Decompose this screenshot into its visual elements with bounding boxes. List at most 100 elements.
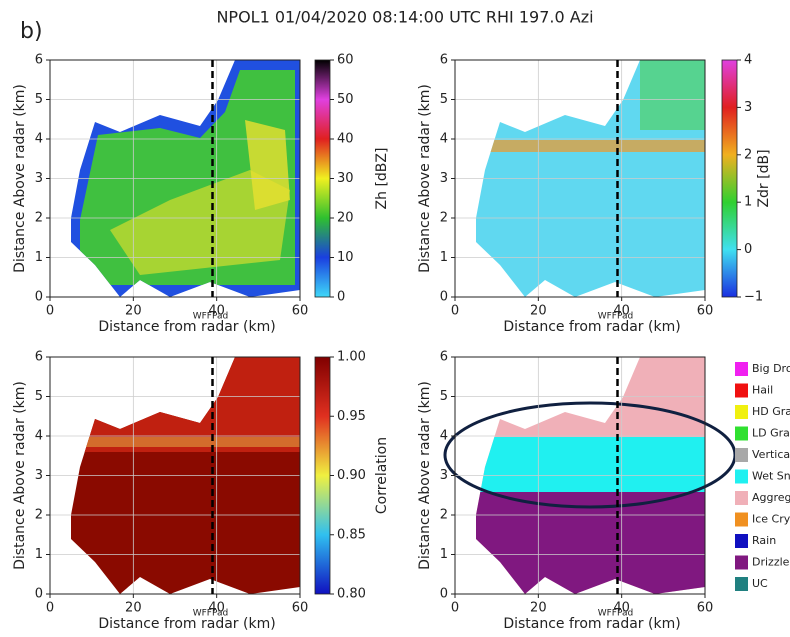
y-tick-label: 2 <box>440 508 448 523</box>
x-axis-label: Distance from radar (km) <box>503 616 680 632</box>
legend-label: Ice Crys <box>752 513 790 526</box>
y-tick-label: 6 <box>440 53 448 68</box>
colorbar-tick-label: 0 <box>337 290 345 305</box>
y-tick-label: 4 <box>35 429 43 444</box>
colorbar-tick-label: 0 <box>744 242 752 257</box>
x-tick-label: 40 <box>208 304 225 319</box>
colorbar-tick-label: −1 <box>744 290 763 305</box>
colorbar-tick-label: 50 <box>337 92 354 107</box>
y-tick-label: 0 <box>35 290 43 305</box>
legend-label: HD Grau <box>752 405 790 418</box>
x-tick-label: 0 <box>46 304 54 319</box>
y-tick-label: 1 <box>440 547 448 562</box>
y-tick-label: 0 <box>35 587 43 602</box>
x-tick-label: 20 <box>125 601 142 616</box>
legend-swatch <box>735 362 748 376</box>
legend-label: Aggrega <box>752 491 790 504</box>
legend-swatch <box>735 448 748 462</box>
x-tick-label: 0 <box>451 304 459 319</box>
plot-frame <box>49 356 301 595</box>
legend-swatch <box>735 383 748 398</box>
y-tick-label: 3 <box>440 171 448 186</box>
colorbar-tick-label: 0.95 <box>337 409 366 424</box>
annotation: WFFPad <box>598 609 634 619</box>
legend-label: LD Grau <box>752 427 790 440</box>
x-tick-label: 0 <box>451 601 459 616</box>
legend-label: Drizzle <box>752 556 790 569</box>
legend-label: Big Drop <box>752 362 790 375</box>
legend-swatch <box>735 534 748 548</box>
y-tick-label: 3 <box>35 171 43 186</box>
colorbar-label: Zdr [dB] <box>756 149 772 207</box>
legend-swatch <box>735 491 748 505</box>
annotation: WFFPad <box>598 312 634 322</box>
x-tick-label: 20 <box>530 601 547 616</box>
y-axis-label: Distance Above radar (km) <box>417 381 433 570</box>
colorbar-tick-label: 0.90 <box>337 468 366 483</box>
colorbar-label: Zh [dBZ] <box>374 148 390 210</box>
colorbar-tick-label: 4 <box>744 53 752 68</box>
y-axis-label: Distance Above radar (km) <box>12 381 28 570</box>
x-tick-label: 20 <box>530 304 547 319</box>
x-tick-label: 20 <box>125 304 142 319</box>
y-tick-label: 6 <box>35 53 43 68</box>
x-tick-label: 0 <box>46 601 54 616</box>
colorbar-tick-label: 0.85 <box>337 527 366 542</box>
y-tick-label: 4 <box>440 429 448 444</box>
y-tick-label: 1 <box>35 250 43 265</box>
annotation: WFFPad <box>193 312 229 322</box>
x-tick-label: 40 <box>208 601 225 616</box>
y-tick-label: 3 <box>35 468 43 483</box>
colorbar-tick-label: 2 <box>744 147 752 162</box>
plot-frame <box>454 356 706 595</box>
legend-swatch <box>735 512 748 527</box>
legend-swatch <box>735 555 748 570</box>
legend-label: Rain <box>752 534 776 547</box>
y-tick-label: 1 <box>440 250 448 265</box>
legend-label: UC <box>752 577 768 590</box>
colorbar-tick-label: 3 <box>744 100 752 115</box>
y-tick-label: 5 <box>440 92 448 107</box>
colorbar-label: Correlation <box>374 437 390 514</box>
x-axis-label: Distance from radar (km) <box>98 616 275 632</box>
y-tick-label: 0 <box>440 587 448 602</box>
legend-label: Vertical <box>752 448 790 461</box>
legend-swatch <box>735 469 748 484</box>
y-tick-label: 0 <box>440 290 448 305</box>
colorbar <box>721 59 738 298</box>
x-tick-label: 60 <box>697 304 714 319</box>
legend-label: Wet Sno <box>752 470 790 483</box>
colorbar-tick-label: 10 <box>337 250 354 265</box>
y-tick-label: 5 <box>440 389 448 404</box>
plot-frame <box>49 59 301 298</box>
y-tick-label: 5 <box>35 92 43 107</box>
y-tick-label: 3 <box>440 468 448 483</box>
y-axis-label: Distance Above radar (km) <box>417 84 433 273</box>
x-tick-label: 60 <box>292 601 309 616</box>
legend-swatch <box>735 426 748 441</box>
annotation: WFFPad <box>193 609 229 619</box>
x-tick-label: 60 <box>697 601 714 616</box>
y-tick-label: 5 <box>35 389 43 404</box>
y-tick-label: 6 <box>35 350 43 365</box>
legend-swatch <box>735 577 748 591</box>
colorbar <box>314 356 331 595</box>
x-tick-label: 40 <box>613 304 630 319</box>
figure-title: NPOL1 01/04/2020 08:14:00 UTC RHI 197.0 … <box>216 8 593 27</box>
y-tick-label: 2 <box>440 211 448 226</box>
x-tick-label: 40 <box>613 601 630 616</box>
panel-label: b) <box>20 19 43 44</box>
colorbar <box>314 59 331 298</box>
colorbar-tick-label: 1.00 <box>337 350 366 365</box>
legend-swatch <box>735 405 748 419</box>
x-tick-label: 60 <box>292 304 309 319</box>
y-tick-label: 4 <box>35 132 43 147</box>
y-tick-label: 6 <box>440 350 448 365</box>
colorbar-tick-label: 40 <box>337 132 354 147</box>
colorbar-tick-label: 30 <box>337 171 354 186</box>
legend-label: Hail <box>752 384 773 397</box>
colorbar-tick-label: 60 <box>337 53 354 68</box>
colorbar-tick-label: 20 <box>337 211 354 226</box>
x-axis-label: Distance from radar (km) <box>98 319 275 335</box>
